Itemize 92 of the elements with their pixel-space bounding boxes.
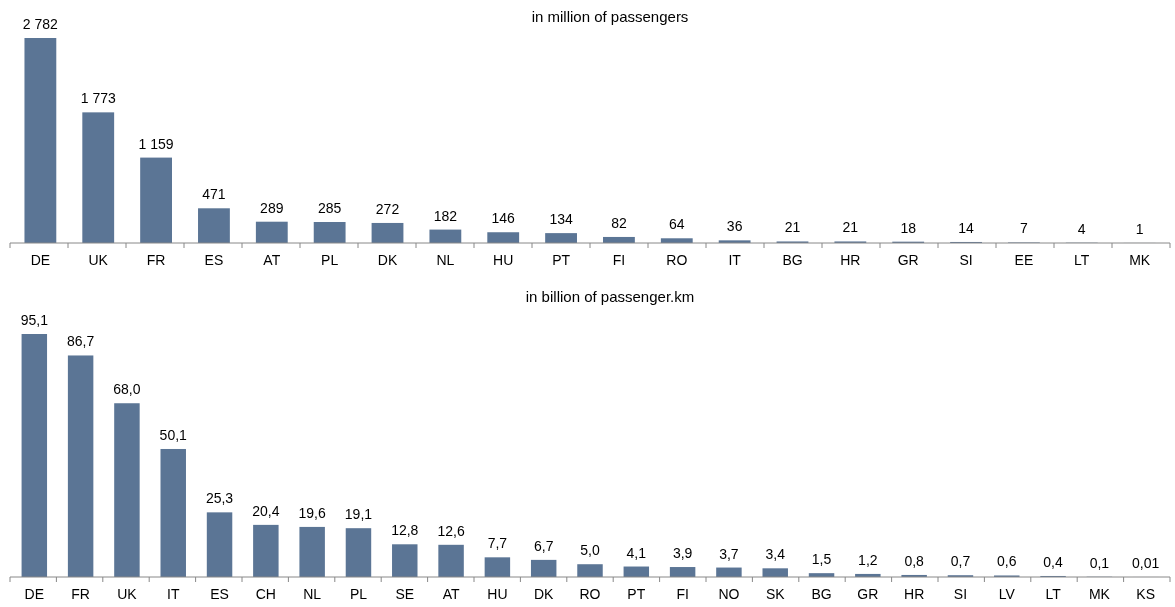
x-tick-label: EE xyxy=(1014,252,1034,268)
x-tick-label: NL xyxy=(436,252,455,268)
data-label: 134 xyxy=(549,211,573,228)
data-label: 0,7 xyxy=(950,553,971,570)
x-tick-label: ES xyxy=(210,586,229,602)
x-tick-label: HU xyxy=(487,586,508,602)
data-label: 0,4 xyxy=(1043,553,1064,570)
x-tick-label: HR xyxy=(840,252,861,268)
x-tick-label: PL xyxy=(321,252,339,268)
x-tick-label: NL xyxy=(303,586,322,602)
data-label: 12,6 xyxy=(437,522,465,539)
data-label: 3,7 xyxy=(719,545,739,562)
x-tick-label: SI xyxy=(953,586,968,602)
x-tick-label: HU xyxy=(493,252,514,268)
data-label: 1,5 xyxy=(811,551,832,568)
data-label: 68,0 xyxy=(113,381,141,398)
x-tick-label: RO xyxy=(579,586,601,602)
x-tick-label: NO xyxy=(718,586,740,602)
x-tick-label: SI xyxy=(959,252,973,268)
data-label: 18 xyxy=(900,219,917,236)
chart-title: in million of passengers xyxy=(531,8,689,25)
x-tick-label: MK xyxy=(1088,586,1111,602)
data-label: 19,6 xyxy=(298,504,326,521)
x-tick-label: CH xyxy=(255,586,276,602)
x-tick-label: LT xyxy=(1045,586,1062,602)
data-label: 14 xyxy=(958,219,975,236)
data-label: 0,6 xyxy=(997,553,1017,570)
x-tick-label: DK xyxy=(533,586,555,602)
data-label: 0,01 xyxy=(1132,554,1160,571)
x-tick-label: BG xyxy=(811,586,832,602)
data-label: 289 xyxy=(260,199,284,216)
x-tick-label: SE xyxy=(395,586,415,602)
data-label: 25,3 xyxy=(205,490,234,507)
x-tick-label: PT xyxy=(627,586,646,602)
x-tick-label: FI xyxy=(676,586,689,602)
x-tick-label: BG xyxy=(782,252,803,268)
data-label: 19,1 xyxy=(344,506,373,523)
x-tick-label: FR xyxy=(146,252,166,268)
x-tick-label: FI xyxy=(612,252,626,268)
x-tick-label: AT xyxy=(263,252,281,268)
data-label: 4 xyxy=(1077,220,1086,237)
data-label: 50,1 xyxy=(159,426,188,443)
x-tick-label: AT xyxy=(442,586,460,602)
data-label: 2 782 xyxy=(22,16,59,32)
data-label: 7,7 xyxy=(487,535,508,552)
data-label: 6,7 xyxy=(533,537,554,554)
x-tick-label: IT xyxy=(167,586,180,602)
x-tick-label: GR xyxy=(857,586,879,602)
data-label: 146 xyxy=(491,210,516,227)
data-label: 285 xyxy=(317,200,342,216)
x-tick-label: UK xyxy=(88,252,109,268)
data-label: 4,1 xyxy=(626,544,647,561)
data-label: 1 773 xyxy=(80,90,116,107)
x-tick-label: GR xyxy=(897,252,919,268)
data-label: 36 xyxy=(726,218,743,235)
data-label: 82 xyxy=(611,214,627,231)
data-label: 7 xyxy=(1020,220,1029,237)
data-label: 471 xyxy=(202,186,226,203)
data-label: 182 xyxy=(433,207,458,224)
data-label: 5,0 xyxy=(580,542,600,559)
x-tick-label: KS xyxy=(1136,586,1156,602)
x-tick-label: DE xyxy=(30,252,51,268)
chart-title: in billion of passenger.km xyxy=(525,288,695,305)
x-tick-label: DK xyxy=(377,252,398,268)
data-label: 1 xyxy=(1135,220,1144,237)
x-tick-label: LV xyxy=(998,586,1016,602)
x-tick-label: FR xyxy=(71,586,90,602)
data-label: 1 159 xyxy=(138,135,174,152)
data-label: 95,1 xyxy=(20,312,49,328)
data-label: 20,4 xyxy=(252,502,280,519)
x-tick-label: HR xyxy=(904,586,925,602)
x-tick-label: ES xyxy=(204,252,224,268)
data-label: 12,8 xyxy=(391,522,419,539)
data-label: 3,9 xyxy=(672,545,693,562)
x-tick-label: LT xyxy=(1074,252,1090,268)
x-tick-label: MK xyxy=(1129,252,1151,268)
x-tick-label: DE xyxy=(24,586,45,602)
data-label: 272 xyxy=(375,200,400,217)
data-label: 1,2 xyxy=(858,551,878,568)
x-tick-label: SK xyxy=(765,586,786,602)
x-tick-label: IT xyxy=(728,252,742,268)
data-label: 21 xyxy=(784,219,801,236)
data-label: 3,4 xyxy=(765,546,786,563)
data-label: 64 xyxy=(668,216,685,233)
data-label: 86,7 xyxy=(66,333,95,350)
data-label: 0,1 xyxy=(1089,554,1110,571)
data-label: 21 xyxy=(842,219,859,236)
x-tick-label: RO xyxy=(666,252,688,268)
x-tick-label: UK xyxy=(117,586,138,602)
x-tick-label: PT xyxy=(552,252,571,268)
data-label: 0,8 xyxy=(904,552,925,569)
x-tick-label: PL xyxy=(349,586,368,602)
